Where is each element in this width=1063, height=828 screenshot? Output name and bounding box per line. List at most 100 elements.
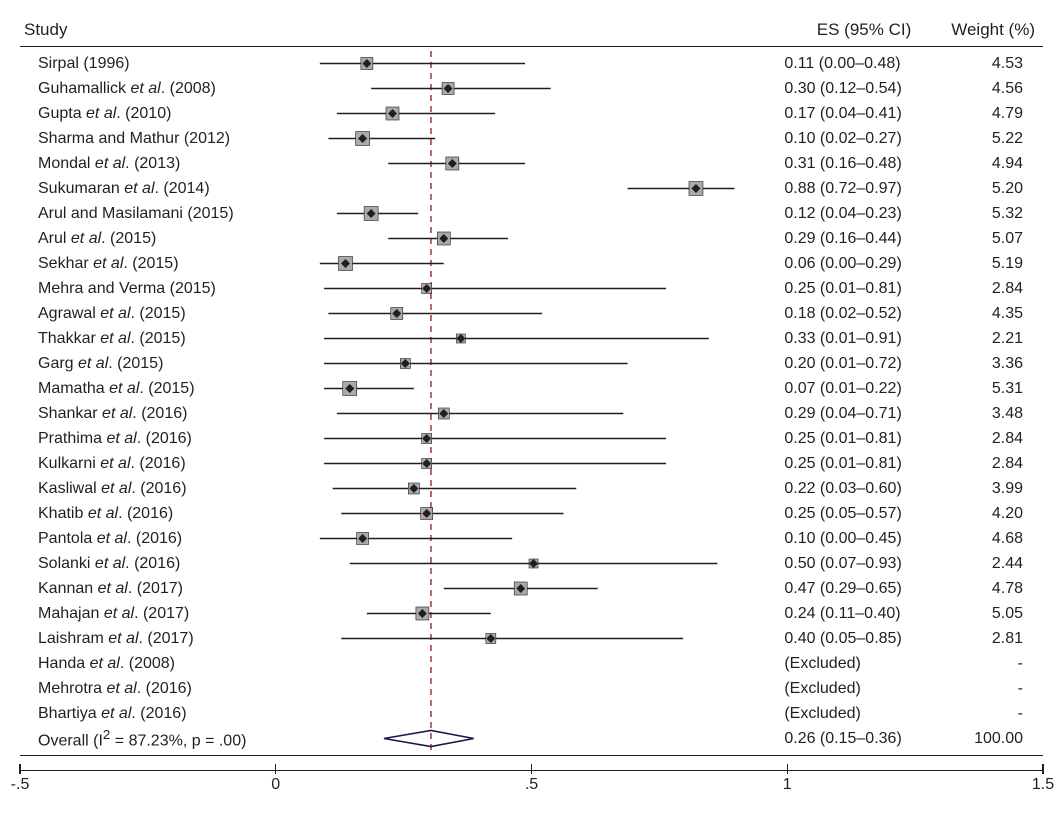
study-row: Kasliwal et al. (2016)0.22 (0.03–0.60)3.…	[20, 476, 1043, 501]
weight-cell: 5.32	[935, 205, 1043, 223]
weight-cell: 3.48	[935, 405, 1043, 423]
axis-tick	[531, 764, 532, 774]
axis-tick-label: 0	[271, 776, 280, 794]
study-label: Sirpal (1996)	[20, 55, 264, 73]
x-axis: -.50.511.5	[20, 764, 1043, 800]
plot-cell	[264, 151, 764, 176]
study-row: Sirpal (1996) 0.11 (0.00–0.48)4.53	[20, 51, 1043, 76]
study-row: Pantola et al. (2016)0.10 (0.00–0.45)4.6…	[20, 526, 1043, 551]
forest-plot: Study ES (95% CI) Weight (%) Sirpal (199…	[20, 20, 1043, 800]
study-label: Solanki et al. (2016)	[20, 555, 264, 573]
weight-cell: 4.56	[935, 80, 1043, 98]
es-cell: 0.31 (0.16–0.48)	[764, 155, 935, 173]
es-cell: 0.26 (0.15–0.36)	[764, 730, 935, 748]
study-label: Shankar et al. (2016)	[20, 405, 264, 423]
study-row: Prathima et al. (2016)0.25 (0.01–0.81)2.…	[20, 426, 1043, 451]
study-row: Kannan et al. (2017)0.47 (0.29–0.65)4.78	[20, 576, 1043, 601]
es-cell: 0.24 (0.11–0.40)	[764, 605, 935, 623]
study-label: Guhamallick et al. (2008)	[20, 80, 264, 98]
plot-cell	[264, 426, 764, 451]
study-row: Gupta et al. (2010)0.17 (0.04–0.41)4.79	[20, 101, 1043, 126]
study-row: Laishram et al. (2017)0.40 (0.05–0.85)2.…	[20, 626, 1043, 651]
weight-cell: 2.84	[935, 455, 1043, 473]
weight-cell: 3.99	[935, 480, 1043, 498]
study-label: Handa et al. (2008)	[20, 655, 264, 673]
es-cell: 0.20 (0.01–0.72)	[764, 355, 935, 373]
es-cell: 0.30 (0.12–0.54)	[764, 80, 935, 98]
study-label: Overall (I2 = 87.23%, p = .00)	[20, 727, 264, 750]
axis-tick-label: -.5	[11, 776, 30, 794]
plot-cell	[264, 351, 764, 376]
weight-cell: 4.53	[935, 55, 1043, 73]
es-cell: 0.29 (0.04–0.71)	[764, 405, 935, 423]
study-row: Thakkar et al. (2015)0.33 (0.01–0.91)2.2…	[20, 326, 1043, 351]
study-row: Arul and Masilamani (2015)0.12 (0.04–0.2…	[20, 201, 1043, 226]
study-label: Sharma and Mathur (2012)	[20, 130, 264, 148]
weight-cell: 5.31	[935, 380, 1043, 398]
es-cell: 0.33 (0.01–0.91)	[764, 330, 935, 348]
weight-cell: 4.35	[935, 305, 1043, 323]
study-row: Sharma and Mathur (2012) 0.10 (0.02–0.27)…	[20, 126, 1043, 151]
study-row: Mahajan et al. (2017)0.24 (0.11–0.40)5.0…	[20, 601, 1043, 626]
weight-cell: 5.19	[935, 255, 1043, 273]
es-cell: (Excluded)	[764, 655, 935, 673]
es-cell: 0.06 (0.00–0.29)	[764, 255, 935, 273]
axis-tick-label: 1.5	[1032, 776, 1054, 794]
axis-tick	[787, 764, 788, 774]
es-cell: 0.50 (0.07–0.93)	[764, 555, 935, 573]
plot-cell	[264, 76, 764, 101]
es-cell: 0.25 (0.05–0.57)	[764, 505, 935, 523]
plot-cell	[264, 176, 764, 201]
weight-cell: 2.84	[935, 430, 1043, 448]
study-label: Mehrotra et al. (2016)	[20, 680, 264, 698]
study-row: Guhamallick et al. (2008) 0.30 (0.12–0.54…	[20, 76, 1043, 101]
plot-cell	[264, 251, 764, 276]
plot-cell	[264, 651, 764, 676]
weight-cell: 5.20	[935, 180, 1043, 198]
plot-cell	[264, 326, 764, 351]
weight-cell: 4.78	[935, 580, 1043, 598]
plot-cell	[264, 101, 764, 126]
weight-cell: 2.84	[935, 280, 1043, 298]
study-row: Bhartiya et al. (2016)(Excluded)-	[20, 701, 1043, 726]
plot-cell	[264, 476, 764, 501]
header-plot-spacer	[261, 20, 785, 40]
weight-cell: 5.07	[935, 230, 1043, 248]
study-row: Mondal et al. (2013) 0.31 (0.16–0.48)4.94	[20, 151, 1043, 176]
plot-cell	[264, 551, 764, 576]
study-label: Arul and Masilamani (2015)	[20, 205, 264, 223]
plot-cell	[264, 201, 764, 226]
es-cell: 0.29 (0.16–0.44)	[764, 230, 935, 248]
axis-tick-label: .5	[525, 776, 538, 794]
plot-cell	[264, 576, 764, 601]
plot-cell	[264, 276, 764, 301]
weight-cell: 2.44	[935, 555, 1043, 573]
study-row: Sukumaran et al. (2014)0.88 (0.72–0.97)5…	[20, 176, 1043, 201]
weight-cell: 4.79	[935, 105, 1043, 123]
es-cell: (Excluded)	[764, 705, 935, 723]
es-cell: 0.07 (0.01–0.22)	[764, 380, 935, 398]
study-row: Mamatha et al. (2015)0.07 (0.01–0.22)5.3…	[20, 376, 1043, 401]
plot-cell	[264, 401, 764, 426]
study-row: Kulkarni et al. (2016)0.25 (0.01–0.81)2.…	[20, 451, 1043, 476]
footer-rule	[20, 755, 1043, 756]
study-label: Mondal et al. (2013)	[20, 155, 264, 173]
es-cell: 0.11 (0.00–0.48)	[764, 55, 935, 73]
weight-cell: 5.05	[935, 605, 1043, 623]
study-label: Thakkar et al. (2015)	[20, 330, 264, 348]
es-cell: 0.10 (0.02–0.27)	[764, 130, 935, 148]
study-label: Agrawal et al. (2015)	[20, 305, 264, 323]
weight-cell: 4.68	[935, 530, 1043, 548]
weight-cell: -	[935, 655, 1043, 673]
weight-cell: 4.94	[935, 155, 1043, 173]
plot-cell	[264, 726, 764, 751]
weight-cell: -	[935, 680, 1043, 698]
plot-cell	[264, 676, 764, 701]
study-label: Arul et al. (2015)	[20, 230, 264, 248]
es-cell: 0.88 (0.72–0.97)	[764, 180, 935, 198]
weight-cell: 4.20	[935, 505, 1043, 523]
study-row: Shankar et al. (2016) 0.29 (0.04–0.71)3.4…	[20, 401, 1043, 426]
plot-cell	[264, 601, 764, 626]
weight-cell: -	[935, 705, 1043, 723]
study-label: Gupta et al. (2010)	[20, 105, 264, 123]
